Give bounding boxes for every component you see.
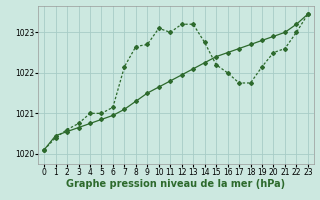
X-axis label: Graphe pression niveau de la mer (hPa): Graphe pression niveau de la mer (hPa) bbox=[67, 179, 285, 189]
